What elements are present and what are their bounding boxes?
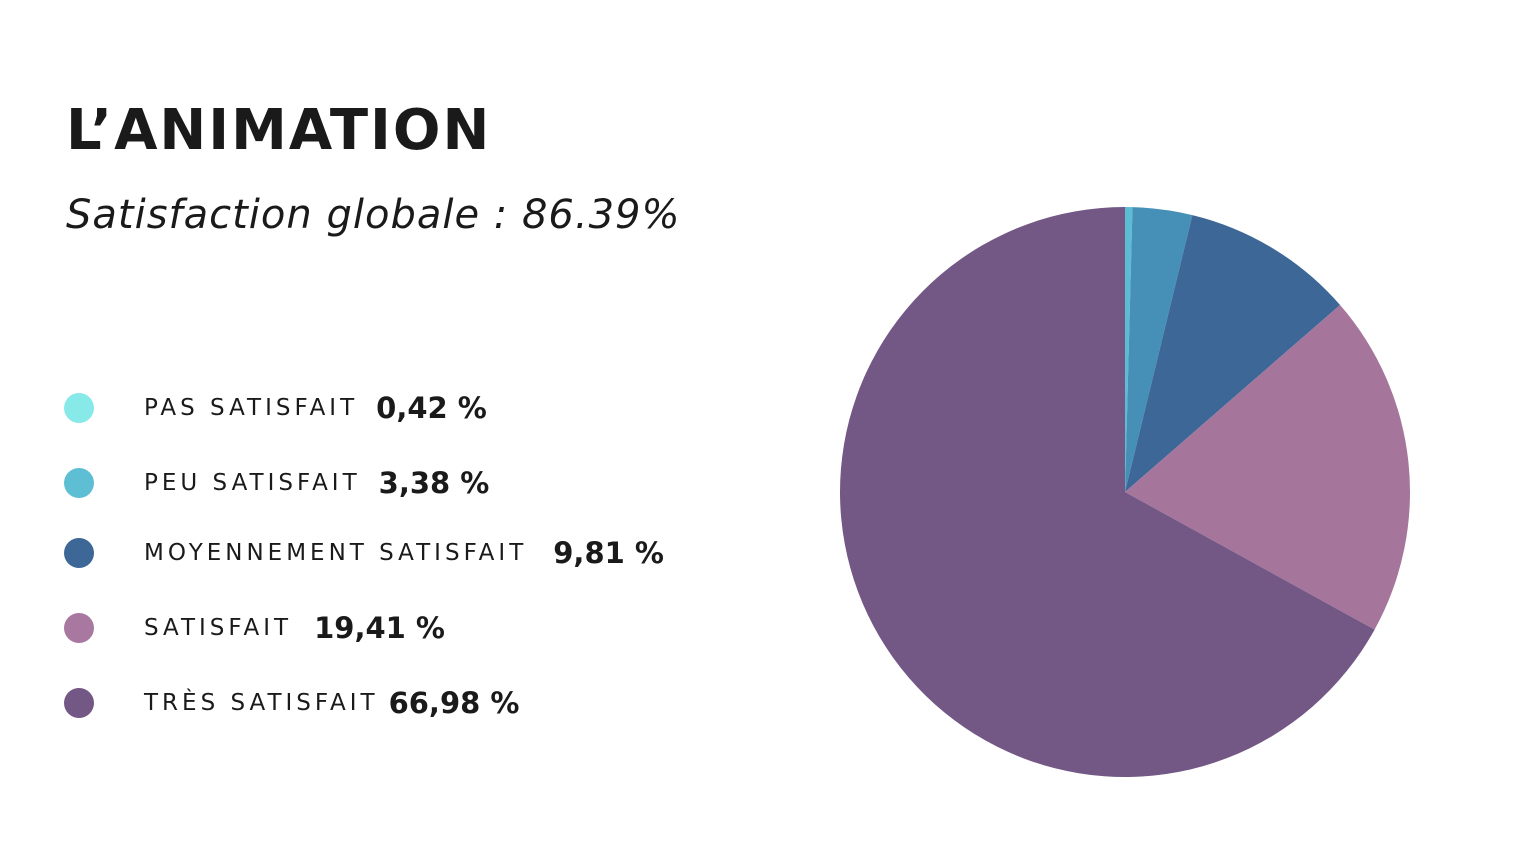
legend-value: 3,38 % — [378, 466, 490, 500]
legend-label: SATISFAIT — [144, 615, 293, 641]
legend-item: MOYENNEMENT SATISFAIT 9,81 % — [64, 536, 664, 570]
pie-slice-2 — [1125, 215, 1341, 492]
pie-slice-1 — [1125, 207, 1193, 492]
legend-label: PAS SATISFAIT — [144, 395, 359, 421]
legend-swatch — [64, 688, 94, 718]
legend-value: 9,81 % — [553, 536, 664, 570]
legend-swatch — [64, 613, 94, 643]
pie-slice-4 — [840, 207, 1375, 777]
legend-item: PAS SATISFAIT 0,42 % — [64, 391, 487, 425]
pie-slice-0 — [1125, 207, 1133, 492]
legend-item: SATISFAIT 19,41 % — [64, 611, 445, 645]
legend-item: PEU SATISFAIT 3,38 % — [64, 466, 489, 500]
chart-subtitle: Satisfaction globale : 86.39% — [66, 192, 681, 238]
pie-slice-3 — [1125, 305, 1410, 630]
legend-value: 19,41 % — [314, 611, 445, 645]
legend-swatch — [64, 538, 94, 568]
legend-value: 0,42 % — [376, 391, 487, 425]
legend-item: TRÈS SATISFAIT 66,98 % — [64, 686, 519, 720]
chart-title: L’ANIMATION — [66, 98, 492, 163]
legend-label: PEU SATISFAIT — [144, 470, 361, 496]
legend-swatch — [64, 468, 94, 498]
legend-swatch — [64, 393, 94, 423]
legend-value: 66,98 % — [388, 686, 520, 720]
legend-label: MOYENNEMENT SATISFAIT — [144, 540, 528, 566]
legend-label: TRÈS SATISFAIT — [144, 690, 379, 716]
